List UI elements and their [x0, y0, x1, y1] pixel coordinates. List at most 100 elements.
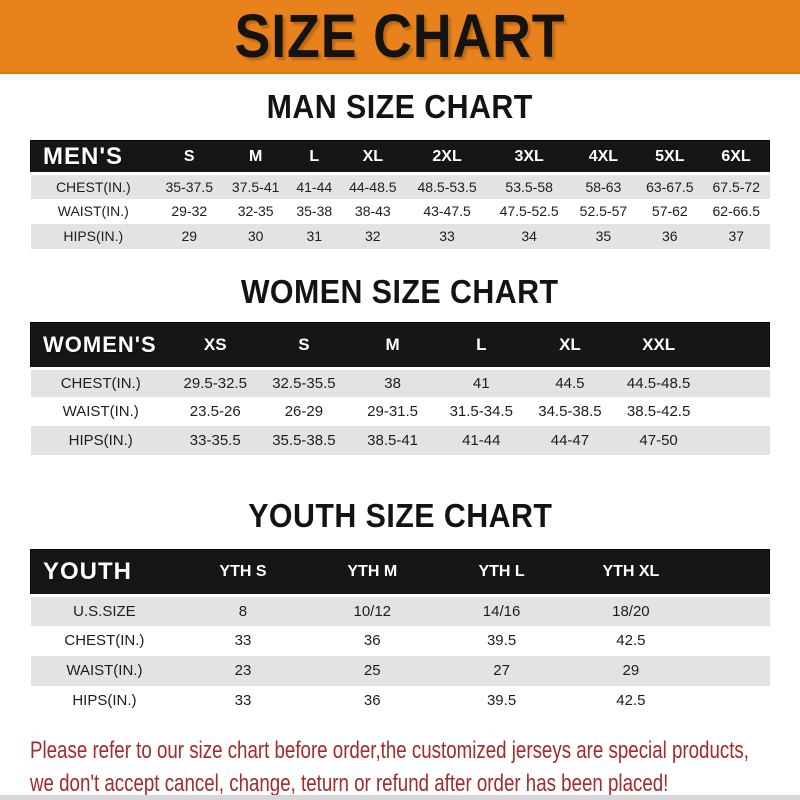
size-value-cell: 30 [247, 228, 264, 244]
size-column-header: YTH M [347, 563, 398, 580]
header-spacer [703, 322, 770, 368]
disclaimer-line-1: Please refer to our size chart before or… [30, 736, 750, 764]
size-value-cell: 57-62 [651, 203, 688, 219]
size-value-cell: 53.5-58 [488, 172, 571, 199]
size-value-cell: 38 [348, 366, 437, 397]
size-value-cell: 41-44 [462, 432, 501, 449]
women-section: WOMEN SIZE CHART [0, 272, 800, 310]
size-column-header: XL [559, 334, 581, 354]
row-label-cell: CHEST(IN.) [30, 366, 171, 397]
size-value-cell: 35.5-38.5 [272, 432, 336, 449]
row-label-cell: WAIST(IN.) [57, 203, 129, 219]
row-label-cell: WAIST(IN.) [62, 403, 139, 420]
size-column-header: M [385, 334, 400, 354]
men-size-table: MEN'S S M L XL 2XL 3XL 4XL 5XL 6XL CHEST(IN.) 35-3… [30, 140, 770, 249]
size-value-cell: 67.5-72 [703, 172, 770, 199]
size-value-cell: 25 [363, 662, 381, 679]
row-spacer [702, 366, 770, 397]
header-spacer [696, 550, 770, 596]
size-column-header: 2XL [432, 147, 462, 165]
size-value-cell: 31.5-34.5 [449, 403, 513, 420]
size-value-cell: 43-47.5 [423, 203, 471, 219]
size-column-header: S [183, 147, 195, 165]
size-value-cell: 41 [436, 366, 526, 397]
youth-section: YOUTH SIZE CHART [0, 497, 800, 534]
size-value-cell: 32-35 [237, 203, 274, 219]
row-spacer [696, 656, 770, 686]
size-value-cell: 29.5-32.5 [170, 366, 260, 397]
table-row: CHEST(IN.) 33 36 39.5 42.5 [31, 626, 770, 656]
size-value-cell: 38.5-42.5 [626, 403, 691, 420]
table-row: U.S.SIZE 8 10/12 14/16 18/20 [30, 594, 770, 626]
women-table-header-row: WOMEN'S XS S M L XL XXL [30, 322, 770, 368]
table-row: CHEST(IN.) 35-37.5 37.5-41 41-44 44-48.5 48.5… [30, 172, 770, 199]
size-value-cell: 41-44 [288, 172, 340, 199]
size-value-cell: 39.5 [486, 692, 517, 709]
disclaimer-text: Please refer to our size chart before or… [30, 734, 770, 800]
size-column-header: XL [362, 147, 384, 165]
row-label-cell: CHEST(IN.) [64, 632, 145, 649]
size-value-cell: 31 [306, 228, 323, 244]
size-value-cell: 47.5-52.5 [499, 203, 559, 219]
youth-size-table: YOUTH YTH S YTH M YTH L YTH XL U.S.SIZE 8 10/1… [30, 549, 770, 716]
size-value-cell: 42.5 [616, 632, 646, 649]
size-value-cell: 23.5-26 [189, 403, 241, 420]
size-column-header: YTH L [478, 563, 525, 580]
women-section-heading: WOMEN SIZE CHART [241, 272, 559, 310]
size-value-cell: 35-37.5 [156, 172, 223, 199]
size-value-cell: 36 [662, 228, 678, 244]
men-section-heading: MAN SIZE CHART [266, 88, 534, 125]
row-label-cell: HIPS(IN.) [72, 692, 137, 709]
size-column-header: XXL [642, 334, 676, 354]
women-size-table: WOMEN'S XS S M L XL XXL CHEST(IN.) 29.5-32.5 32.… [30, 322, 770, 455]
size-column-header: YTH S [219, 563, 267, 580]
table-row: WAIST(IN.) 23 25 27 29 [30, 655, 770, 686]
size-value-cell: 33 [234, 632, 252, 649]
men-table-header-row: MEN'S S M L XL 2XL 3XL 4XL 5XL 6XL [30, 140, 770, 174]
size-column-header: 4XL [588, 147, 619, 165]
size-value-cell: 8 [178, 594, 308, 626]
row-label-cell: HIPS(IN.) [63, 228, 124, 244]
bottom-edge-strip [0, 795, 800, 800]
table-header-label: MEN'S [43, 142, 124, 170]
size-column-header: 3XL [514, 147, 544, 165]
size-value-cell: 33 [439, 228, 455, 244]
size-value-cell: 29-31.5 [367, 403, 419, 420]
size-value-cell: 44-48.5 [339, 172, 407, 199]
table-header-label: YOUTH [43, 558, 132, 585]
size-value-cell: 44.5 [525, 366, 615, 397]
banner-title: SIZE CHART [234, 2, 566, 70]
size-value-cell: 62-66.5 [712, 203, 760, 219]
size-value-cell: 34 [521, 228, 537, 244]
size-value-cell: 33-35.5 [189, 432, 241, 449]
size-value-cell: 32.5-35.5 [259, 366, 349, 397]
row-label-cell: CHEST(IN.) [30, 172, 157, 199]
row-spacer [703, 397, 770, 426]
men-section: MAN SIZE CHART [0, 88, 800, 125]
disclaimer-line-2: we don't accept cancel, change, teturn o… [30, 769, 669, 797]
size-value-cell: 36 [363, 692, 381, 709]
size-column-header: S [298, 334, 310, 354]
size-value-cell: 35-38 [296, 203, 333, 219]
table-row: CHEST(IN.) 29.5-32.5 32.5-35.5 38 41 44.5 44.5… [30, 366, 770, 397]
size-chart-banner: SIZE CHART [0, 0, 800, 74]
size-value-cell: 38.5-41 [367, 432, 419, 449]
size-value-cell: 48.5-53.5 [406, 172, 489, 199]
size-value-cell: 26-29 [284, 403, 324, 420]
size-column-header: YTH XL [602, 563, 660, 580]
size-value-cell: 42.5 [616, 692, 646, 709]
size-column-header: L [476, 334, 487, 354]
size-value-cell: 52.5-57 [579, 203, 628, 219]
youth-table-header-row: YOUTH YTH S YTH M YTH L YTH XL [30, 549, 770, 596]
table-row: WAIST(IN.) 23.5-26 26-29 29-31.5 31.5-34.5 34… [31, 397, 770, 426]
table-header-label: WOMEN'S [43, 331, 157, 357]
size-value-cell: 35 [595, 228, 612, 244]
table-row: HIPS(IN.) 33-35.5 35.5-38.5 38.5-41 41-44 44-… [30, 426, 770, 455]
size-value-cell: 27 [493, 662, 510, 679]
size-value-cell: 33 [234, 692, 252, 709]
size-value-cell: 29 [622, 662, 640, 679]
size-value-cell: 10/12 [307, 594, 437, 626]
table-row: WAIST(IN.) 29-32 32-35 35-38 38-43 43-47.5 47.… [31, 199, 770, 224]
size-value-cell: 36 [363, 632, 381, 649]
row-label-cell: HIPS(IN.) [68, 432, 133, 449]
